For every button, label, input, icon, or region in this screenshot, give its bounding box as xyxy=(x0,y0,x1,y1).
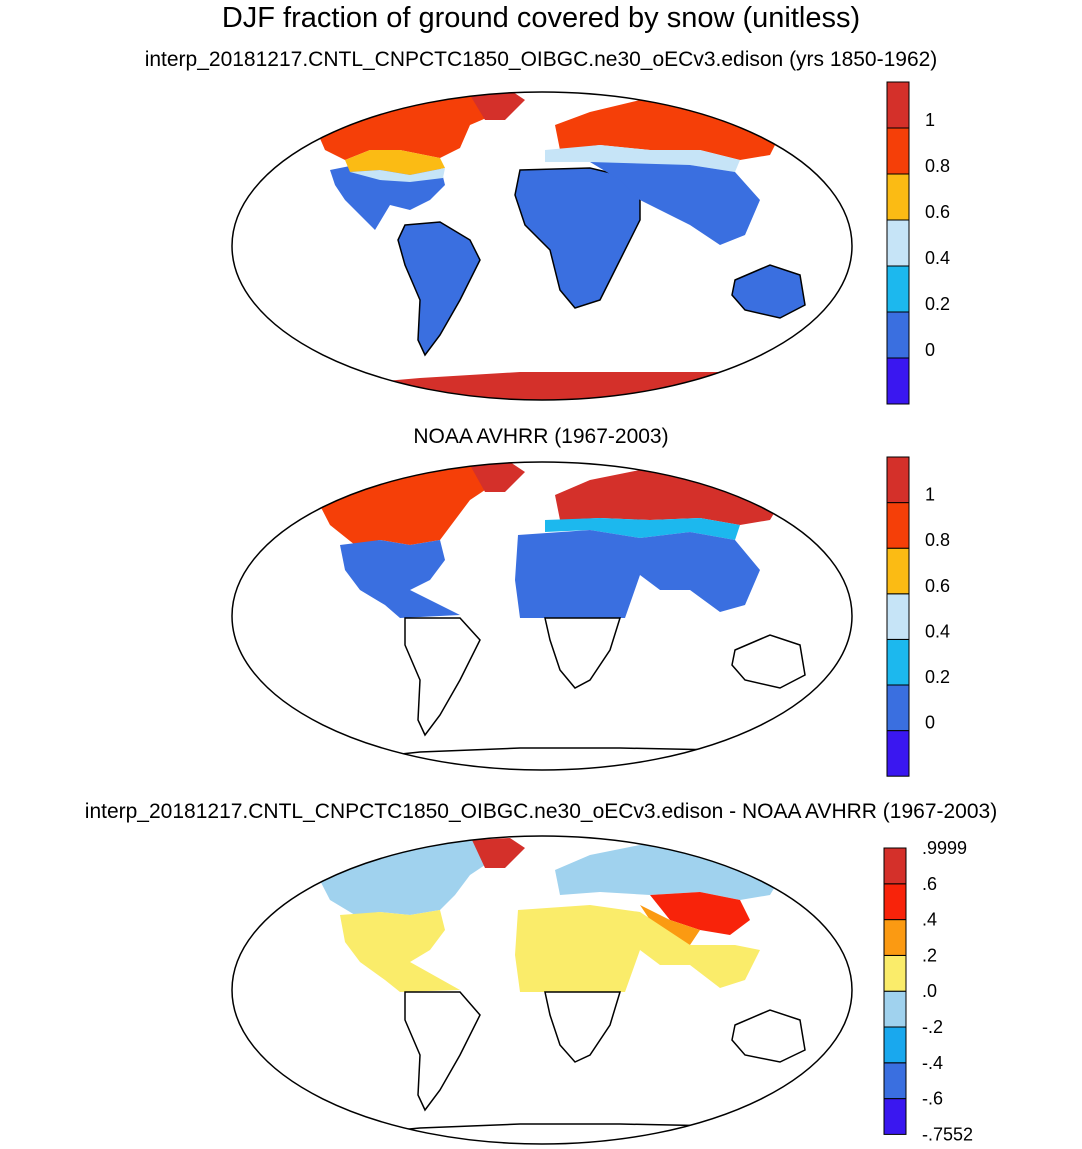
panel-obs-colorbar-label-1: 0.2 xyxy=(925,667,950,687)
panel-obs-colorbar-label-4: 0.8 xyxy=(925,530,950,550)
panel-diff-colorbar-box-1 xyxy=(883,1062,907,1100)
diff-north-america-pos xyxy=(340,910,460,992)
panel-diff-colorbar-box-3 xyxy=(883,990,907,1028)
model-eurasia-mid xyxy=(545,145,740,172)
panel-model-colorbar-box-6 xyxy=(886,81,910,129)
panel-obs-colorbar-label-5: 1 xyxy=(925,485,935,505)
panel-obs-field xyxy=(312,462,806,761)
panel-diff-colorbar-label-8: -.7552 xyxy=(922,1124,973,1144)
panel-diff-colorbar-label-2: .4 xyxy=(922,910,937,930)
obs-south-america-outline xyxy=(404,617,481,737)
panel-obs-map: 0 0.2 0.4 0.6 0.8 1 xyxy=(231,456,950,777)
panel-diff-outline xyxy=(231,835,853,1145)
panel-model-colorbar-label-5: 1 xyxy=(925,110,935,130)
panel-obs-colorbar-box-6 xyxy=(886,456,910,504)
model-north-america-trans xyxy=(345,150,445,175)
panel-model-map: 0 0.2 0.4 0.6 0.8 1 xyxy=(231,81,950,405)
panel-diff-colorbar-box-6 xyxy=(883,883,907,921)
panel-obs-outline xyxy=(231,461,853,771)
diff-greenland xyxy=(472,838,525,868)
figure-title: DJF fraction of ground covered by snow (… xyxy=(221,2,861,34)
obs-greenland xyxy=(470,462,525,492)
diff-south-america-outline xyxy=(404,991,481,1112)
panel-obs-colorbar-label-3: 0.6 xyxy=(925,576,950,596)
obs-eurasia-mid xyxy=(545,518,740,540)
panel-diff-colorbar-label-6: -.4 xyxy=(922,1053,943,1073)
panel-diff-colorbar-label-3: .2 xyxy=(922,945,937,965)
panel-diff-colorbar-box-5 xyxy=(883,919,907,956)
model-asia-south xyxy=(590,162,760,245)
panel-diff-colorbar: .9999 .6 .4 .2 .0 -.2 -.4 -.6 -.7552 xyxy=(883,838,973,1144)
panel-diff-colorbar-label-5: -.2 xyxy=(922,1017,943,1037)
diff-asia-pos xyxy=(650,892,750,935)
panel-model-colorbar-label-2: 0.4 xyxy=(925,248,950,268)
obs-north-america-low xyxy=(340,540,460,618)
panel-diff-colorbar-box-0 xyxy=(883,1098,907,1135)
panel-diff-subtitle: interp_20181217.CNTL_CNPCTC1850_OIBGC.ne… xyxy=(84,800,998,823)
obs-africa-asia xyxy=(515,530,760,618)
panel-model-colorbar-label-1: 0.2 xyxy=(925,294,950,314)
panel-model-colorbar-label-4: 0.8 xyxy=(925,156,950,176)
panel-diff-colorbar-box-2 xyxy=(883,1026,907,1064)
panel-model-subtitle: interp_20181217.CNTL_CNPCTC1850_OIBGC.ne… xyxy=(144,48,938,71)
panel-obs-colorbar: 0 0.2 0.4 0.6 0.8 1 xyxy=(886,456,950,777)
model-australia xyxy=(731,264,806,319)
panel-obs-colorbar-label-0: 0 xyxy=(925,713,935,733)
obs-australia-outline xyxy=(731,634,806,689)
obs-africa-outline xyxy=(544,617,622,689)
diff-asia-orange xyxy=(640,905,700,945)
panel-diff-colorbar-box-7 xyxy=(883,847,907,885)
panel-model-colorbar-label-0: 0 xyxy=(925,340,935,360)
panel-model-colorbar: 0 0.2 0.4 0.6 0.8 1 xyxy=(886,81,950,405)
diff-africa-asia xyxy=(515,905,760,992)
panel-diff-colorbar-label-7: -.6 xyxy=(922,1089,943,1109)
model-south-america xyxy=(397,221,481,357)
panel-model-outline xyxy=(231,91,853,401)
panel-diff-colorbar-label-1: .6 xyxy=(922,874,937,894)
panel-obs-subtitle: NOAA AVHRR (1967-2003) xyxy=(413,425,669,448)
panel-diff-colorbar-label-4: .0 xyxy=(922,981,937,1001)
model-greenland xyxy=(470,92,525,120)
diff-africa-outline xyxy=(544,991,622,1063)
panel-obs-colorbar-label-2: 0.4 xyxy=(925,621,950,641)
model-north-america-trans2 xyxy=(350,168,445,182)
panel-model-colorbar-label-3: 0.6 xyxy=(925,202,950,222)
model-antarctica xyxy=(330,372,760,400)
diff-australia-outline xyxy=(731,1009,806,1063)
panel-diff-colorbar-box-4 xyxy=(883,954,907,992)
panel-diff-colorbar-label-0: .9999 xyxy=(922,838,967,858)
